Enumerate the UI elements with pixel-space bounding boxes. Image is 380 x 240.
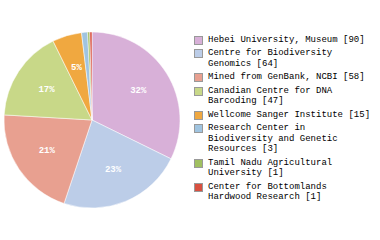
svg-text:17%: 17%: [38, 85, 55, 95]
html-text:Research Center in Biodiversit: Research Center in Biodiversity and Gene…: [208, 123, 338, 154]
html-text:Hebei University, Museum [90]: Hebei University, Museum [90]: [208, 34, 365, 45]
html-text:Centre for Biodiversity Genomi: Centre for Biodiversity Genomics [64]: [208, 48, 333, 69]
html-text:Canadian Centre for DNA Barcod: Canadian Centre for DNA Barcoding [47]: [208, 85, 333, 106]
html-text:Wellcome Sanger Institute [15]: Wellcome Sanger Institute [15]: [208, 109, 370, 120]
html-text:Center for Bottomlands Hardwoo: Center for Bottomlands Hardwood Research…: [208, 181, 327, 202]
svg-text:32%: 32%: [130, 86, 147, 96]
svg-text:5%: 5%: [71, 63, 82, 73]
html-text:Mined from GenBank, NCBI [58]: Mined from GenBank, NCBI [58]: [208, 72, 365, 82]
svg-text:23%: 23%: [105, 165, 122, 175]
svg-text:21%: 21%: [39, 146, 56, 156]
html-text:Tamil Nadu Agricultural Univer: Tamil Nadu Agricultural University [1]: [208, 157, 333, 178]
